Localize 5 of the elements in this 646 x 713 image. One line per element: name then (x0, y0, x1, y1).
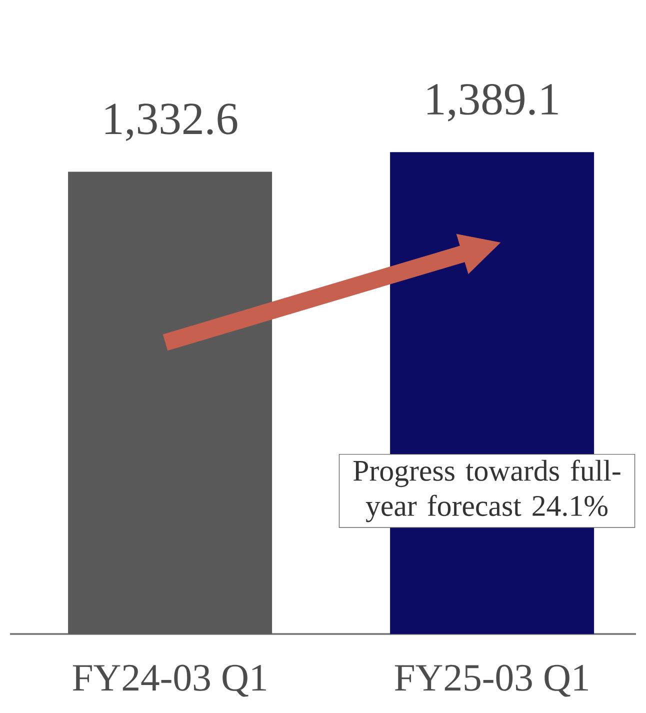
data-label: 1,389.1 (428, 84, 558, 122)
data-label: 1,332.6 (106, 104, 238, 141)
x-tick-label: FY24-03 Q1 (72, 664, 266, 697)
annotation: Progress towards full-year forecast 24.1% (353, 460, 620, 522)
x-tick-label: FY25-03 Q1 (394, 664, 588, 697)
